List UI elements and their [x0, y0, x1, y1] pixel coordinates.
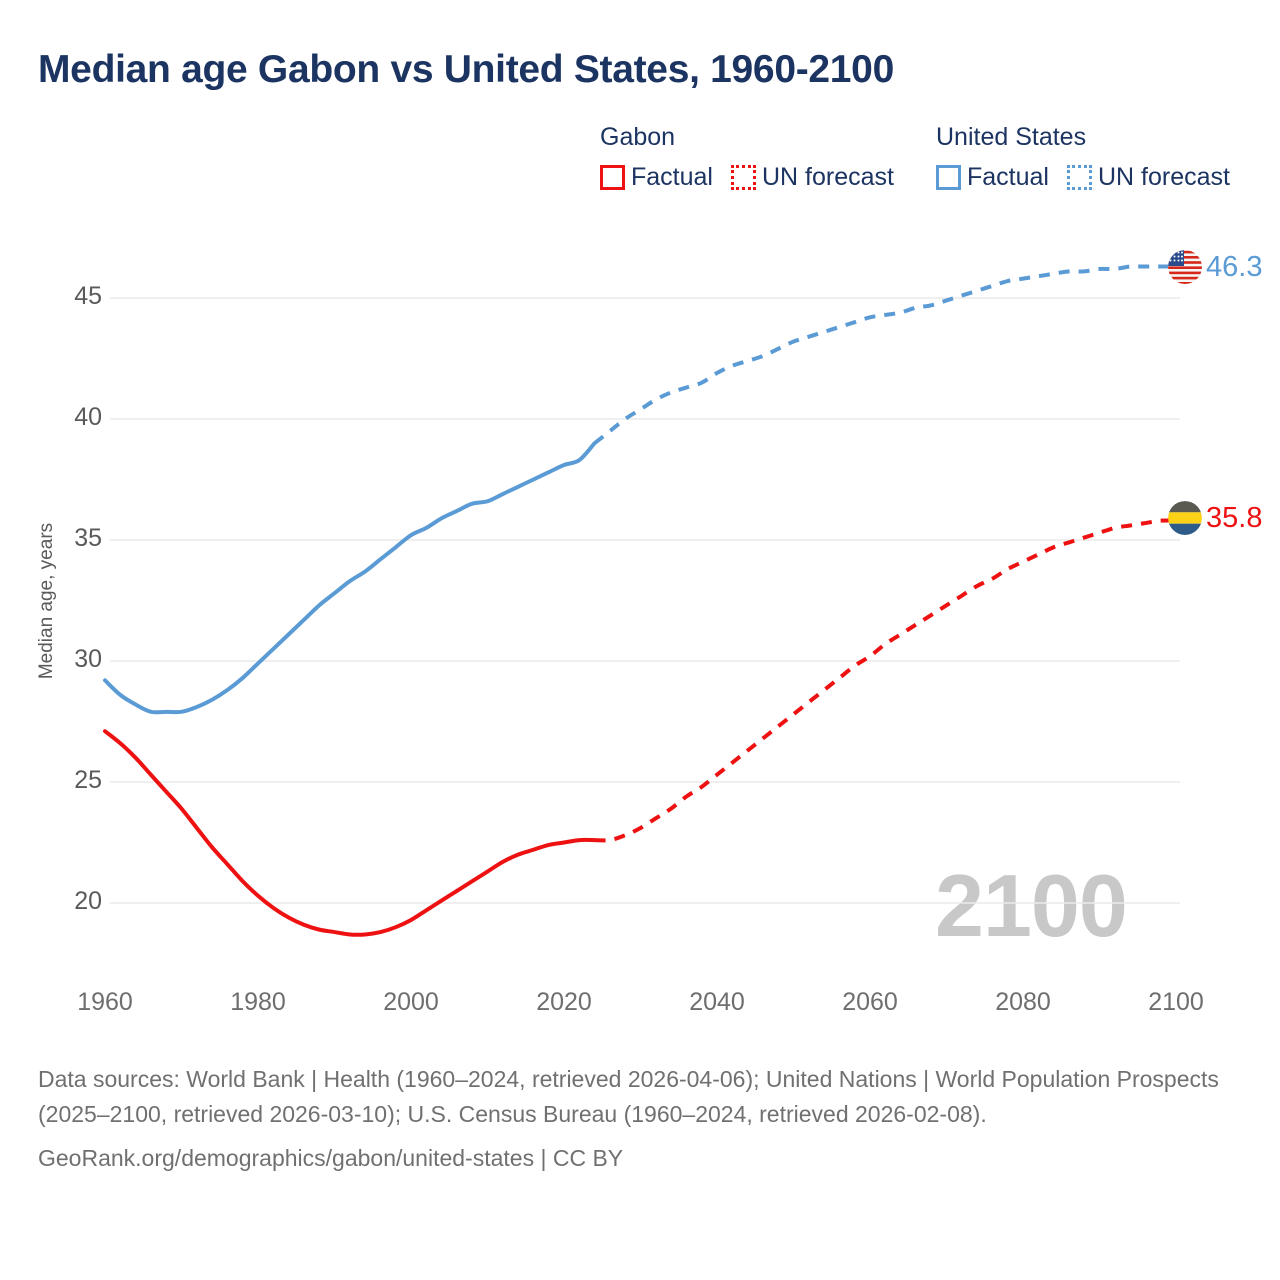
chart-legend: Gabon Factual UN forecast United States … [600, 122, 1260, 202]
x-tick-label: 2000 [383, 988, 439, 1016]
legend-group-gabon: Gabon Factual UN forecast [600, 122, 894, 190]
legend-swatch-solid-icon [936, 164, 961, 190]
line-united-states-forecast [593, 264, 1176, 445]
legend-label-usa-factual: Factual [967, 163, 1049, 191]
x-tick-label: 2020 [536, 988, 592, 1016]
end-value-united-states: 46.3 [1206, 250, 1263, 283]
line-gabon-factual [103, 729, 597, 937]
x-tick-label: 2060 [842, 988, 898, 1016]
legend-group-united-states: United States Factual UN forecast [936, 122, 1230, 190]
legend-label-gabon-factual: Factual [631, 163, 713, 191]
y-tick-label: 35 [74, 524, 102, 552]
y-tick-label: 20 [74, 887, 102, 915]
year-watermark: 2100 [935, 856, 1128, 955]
end-value-gabon: 35.8 [1206, 501, 1263, 534]
legend-country-gabon: Gabon [600, 123, 676, 151]
y-tick-label: 40 [74, 403, 102, 431]
footer: Data sources: World Bank | Health (1960–… [38, 1062, 1238, 1174]
legend-item-usa-forecast[interactable]: UN forecast [1066, 163, 1230, 191]
footer-attribution[interactable]: GeoRank.org/demographics/gabon/united-st… [38, 1145, 624, 1171]
x-tick-label: 1960 [77, 988, 133, 1016]
x-tick-label: 2080 [995, 988, 1051, 1016]
legend-swatch-dotted-icon [1066, 164, 1092, 190]
gabon-flag-icon [1168, 501, 1202, 535]
footer-data-sources: Data sources: World Bank | Health (1960–… [38, 1066, 1219, 1127]
x-tick-label: 2100 [1148, 988, 1204, 1016]
legend-swatch-solid-icon [600, 164, 625, 190]
legend-item-gabon-factual[interactable]: Factual [600, 164, 713, 190]
line-gabon-forecast [594, 518, 1177, 843]
legend-item-gabon-forecast[interactable]: UN forecast [730, 163, 894, 191]
legend-item-usa-factual[interactable]: Factual [936, 164, 1049, 190]
chart-canvas [103, 264, 1180, 937]
y-tick-label: 45 [74, 282, 102, 310]
legend-swatch-dotted-icon [730, 164, 756, 190]
plot-area [103, 264, 1180, 937]
legend-label-gabon-forecast: UN forecast [761, 163, 894, 191]
legend-country-united-states: United States [936, 123, 1087, 151]
x-tick-label: 1980 [230, 988, 286, 1016]
end-label-united-states: 46.3 [1168, 250, 1262, 284]
end-label-gabon: 35.8 [1168, 501, 1262, 535]
x-tick-label: 2040 [689, 988, 745, 1016]
legend-label-usa-forecast: UN forecast [1097, 163, 1230, 191]
y-tick-label: 30 [74, 645, 102, 673]
line-united-states-factual [103, 441, 597, 715]
y-tick-label: 25 [74, 766, 102, 794]
page-title: Median age Gabon vs United States, 1960-… [38, 48, 894, 91]
us-flag-icon [1168, 250, 1202, 284]
